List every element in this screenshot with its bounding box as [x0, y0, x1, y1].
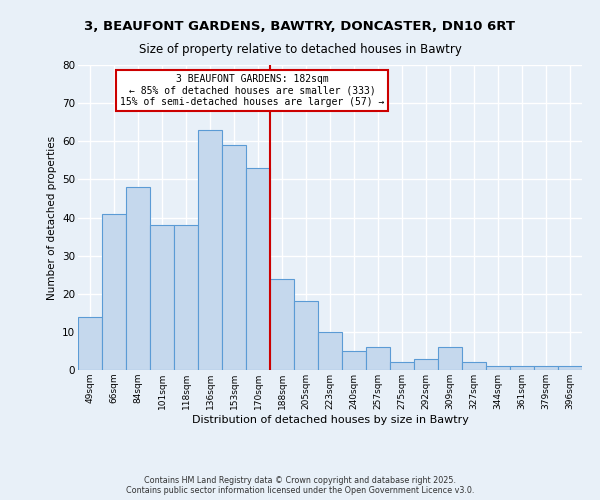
X-axis label: Distribution of detached houses by size in Bawtry: Distribution of detached houses by size … — [191, 414, 469, 424]
Bar — [414, 358, 438, 370]
Text: 3, BEAUFONT GARDENS, BAWTRY, DONCASTER, DN10 6RT: 3, BEAUFONT GARDENS, BAWTRY, DONCASTER, … — [85, 20, 515, 33]
Bar — [294, 302, 318, 370]
Bar — [150, 225, 174, 370]
Bar — [174, 225, 198, 370]
Bar — [126, 187, 150, 370]
Bar — [102, 214, 126, 370]
Bar — [510, 366, 534, 370]
Bar — [366, 347, 390, 370]
Bar — [198, 130, 222, 370]
Bar — [534, 366, 558, 370]
Text: Contains HM Land Registry data © Crown copyright and database right 2025.
Contai: Contains HM Land Registry data © Crown c… — [126, 476, 474, 495]
Bar — [462, 362, 486, 370]
Bar — [270, 278, 294, 370]
Y-axis label: Number of detached properties: Number of detached properties — [47, 136, 56, 300]
Bar — [438, 347, 462, 370]
Text: Size of property relative to detached houses in Bawtry: Size of property relative to detached ho… — [139, 42, 461, 56]
Bar — [222, 145, 246, 370]
Text: 3 BEAUFONT GARDENS: 182sqm
← 85% of detached houses are smaller (333)
15% of sem: 3 BEAUFONT GARDENS: 182sqm ← 85% of deta… — [119, 74, 384, 108]
Bar — [342, 351, 366, 370]
Bar — [318, 332, 342, 370]
Bar — [246, 168, 270, 370]
Bar — [78, 316, 102, 370]
Bar — [486, 366, 510, 370]
Bar — [558, 366, 582, 370]
Bar — [390, 362, 414, 370]
